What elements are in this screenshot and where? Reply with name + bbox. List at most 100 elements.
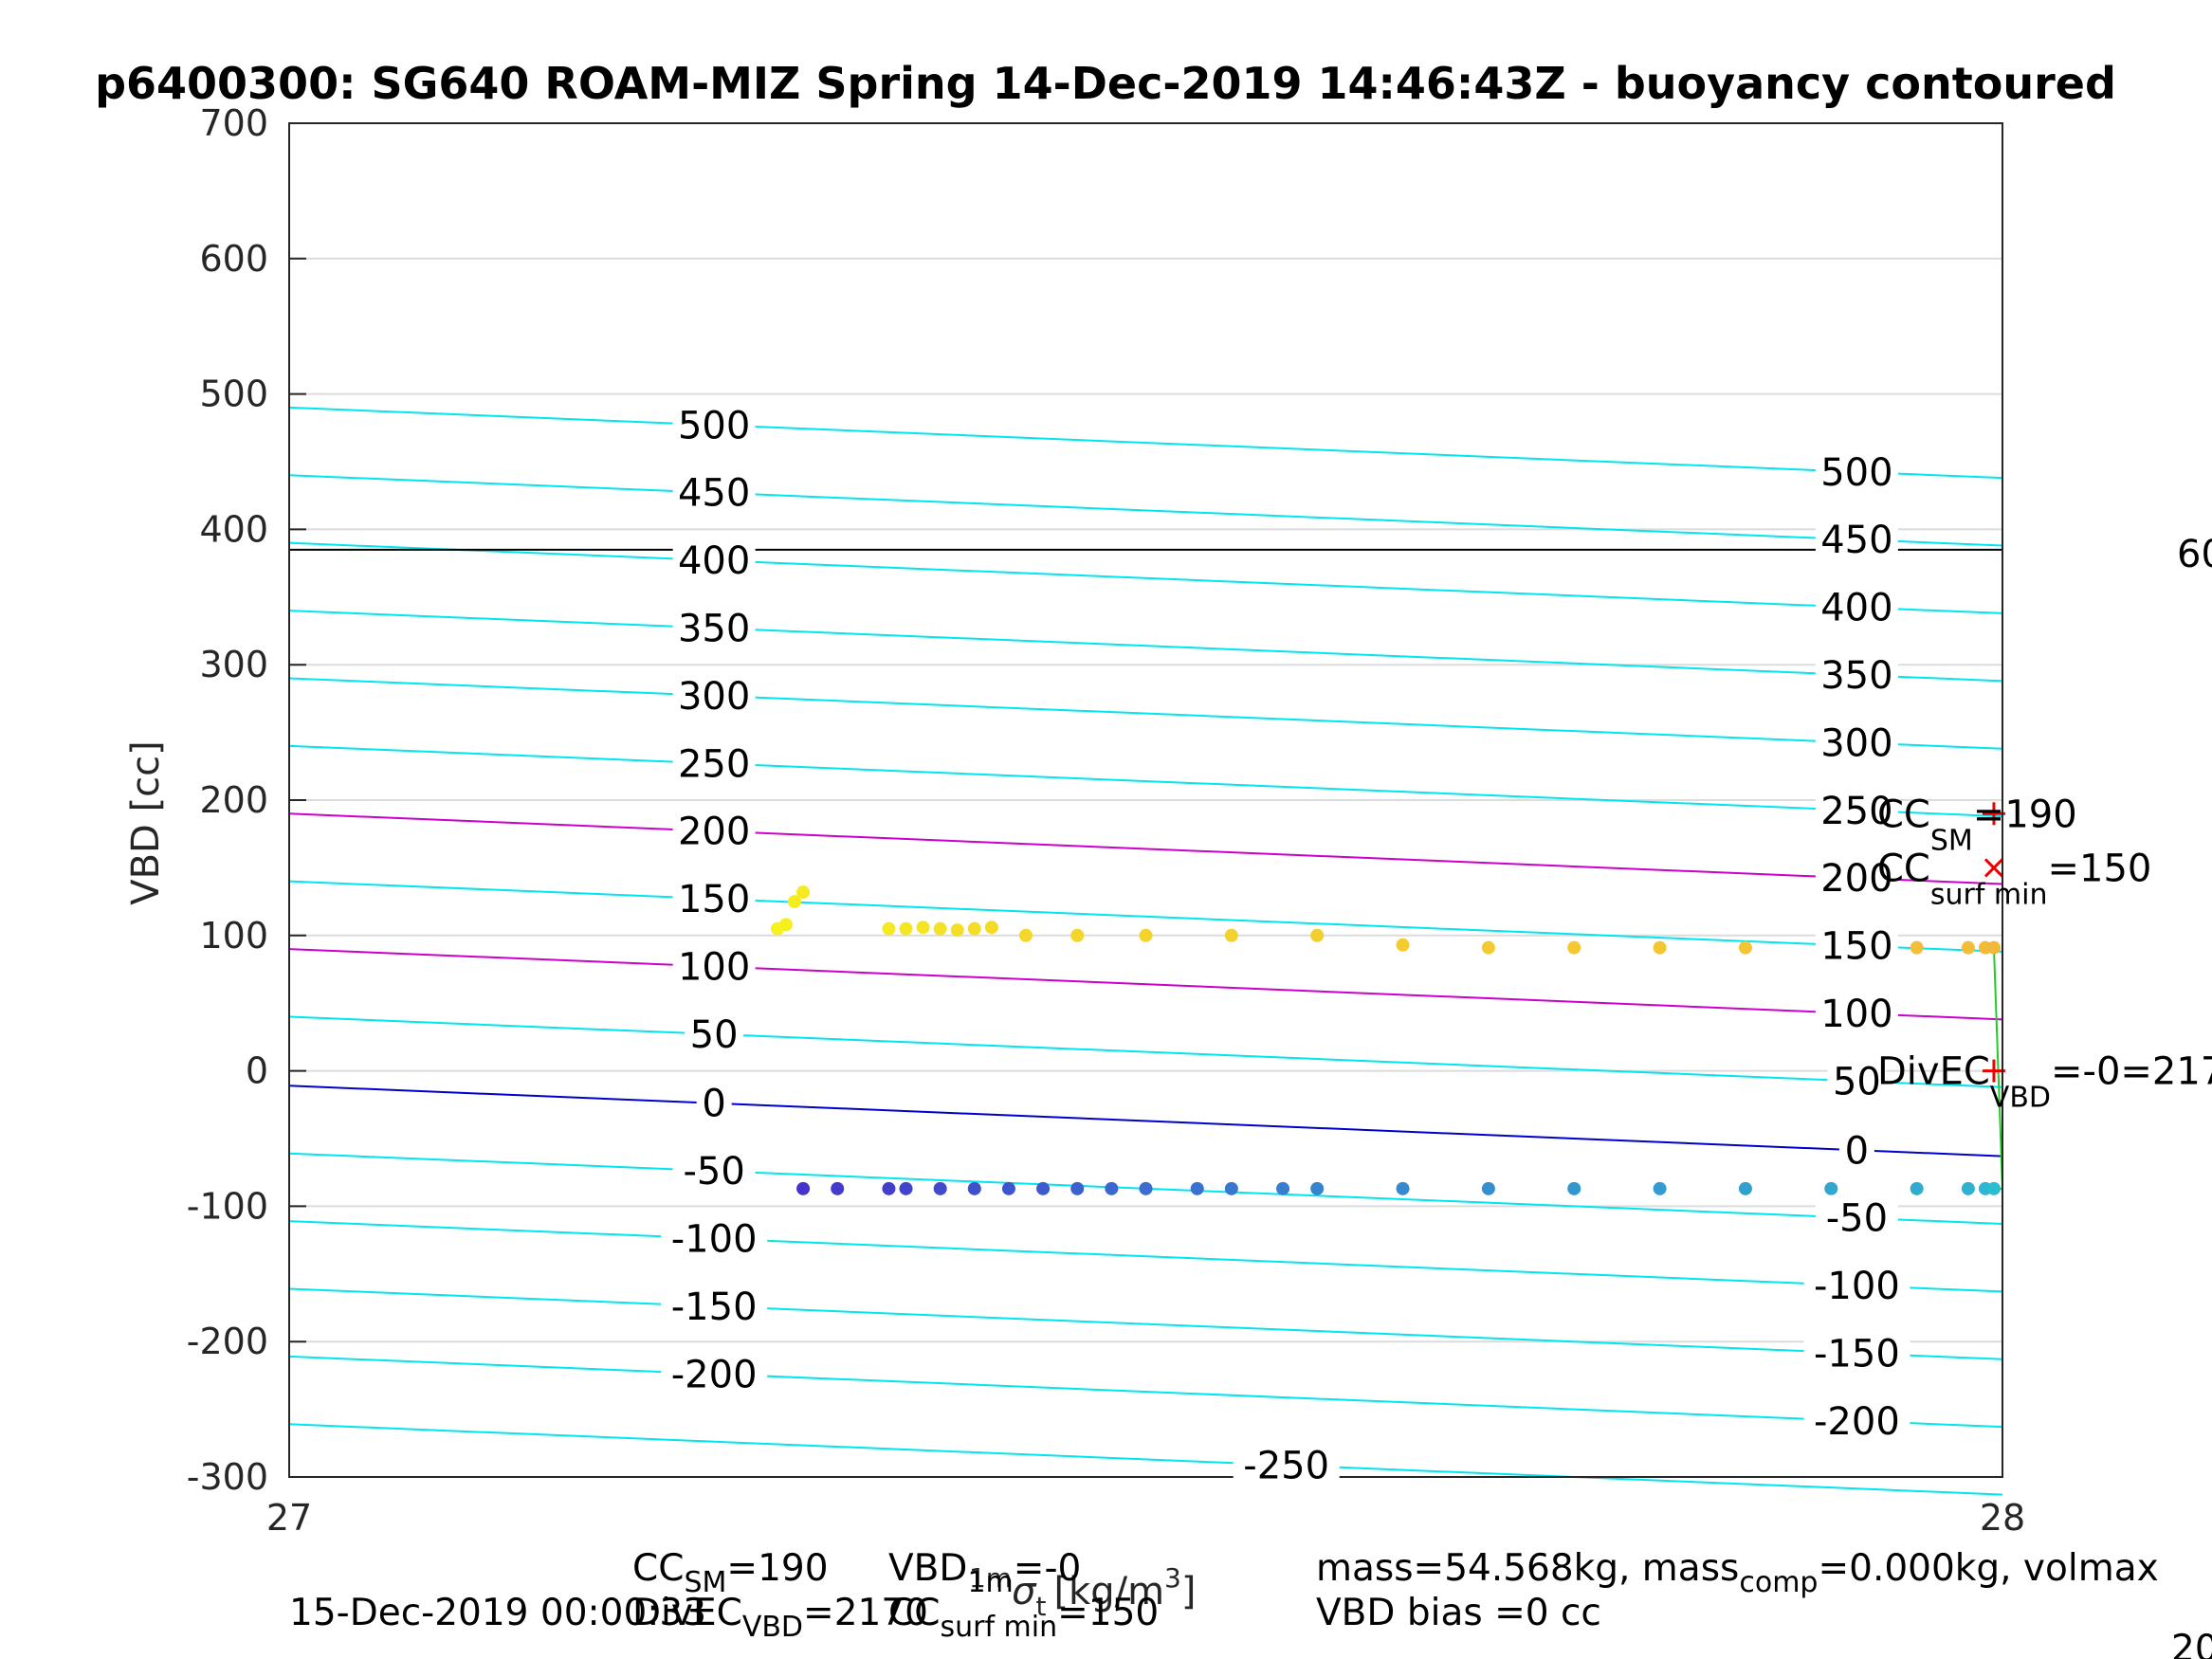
footer-cc-sm: CCSM=190 xyxy=(632,1547,829,1599)
data-point-series-2 xyxy=(1001,1181,1015,1195)
contour-label-bg xyxy=(1803,1397,1910,1442)
data-point-series-1 xyxy=(967,921,981,936)
data-point-series-2 xyxy=(1310,1181,1325,1195)
contour-label-bg xyxy=(672,538,756,582)
contour-label: -200 xyxy=(671,1353,758,1396)
data-point-series-2 xyxy=(882,1181,896,1195)
y-tick-label: 0 xyxy=(246,1050,268,1092)
contour-label-bg xyxy=(661,1283,768,1327)
markers xyxy=(1982,802,2005,1083)
contour-label-bg xyxy=(661,1215,768,1260)
footer-mass-rest: =0.000kg, volmax xyxy=(1818,1547,2158,1590)
data-point-series-1 xyxy=(882,921,896,936)
data-point-series-1 xyxy=(933,921,947,936)
contour-label-bg xyxy=(672,402,756,447)
contour-label: -100 xyxy=(1814,1265,1900,1308)
footer-divec-text: DivEC xyxy=(632,1592,742,1634)
contour-line xyxy=(288,1423,2003,1496)
annotation-text: DivEC xyxy=(1877,1050,1990,1094)
annotation-value: =190 xyxy=(1973,793,2077,836)
contour-line xyxy=(288,406,2003,480)
data-point-series-1 xyxy=(1986,940,2001,955)
footer-cc-surf-sub: surf min xyxy=(940,1611,1057,1644)
contour-label: -150 xyxy=(671,1285,758,1329)
footer-cc-surf-text: CC xyxy=(888,1592,940,1634)
data-point-series-2 xyxy=(1738,1181,1752,1195)
x-label-prefix-sup: 1m xyxy=(969,1562,1012,1594)
x-label-sub: t xyxy=(1035,1591,1046,1622)
data-point-series-1 xyxy=(1070,928,1085,942)
contour-label: 400 xyxy=(678,539,750,583)
contour-label-bg xyxy=(1803,1263,1910,1307)
contour-label: -100 xyxy=(671,1218,758,1262)
contour-label-bg xyxy=(672,469,756,514)
y-tick-label: 700 xyxy=(199,102,268,144)
data-point-series-1 xyxy=(1738,940,1752,955)
contour-label: 300 xyxy=(678,675,750,719)
contour-label-bg xyxy=(1815,991,1898,1035)
contour-label-bg xyxy=(1815,584,1898,629)
y-tick-label: 100 xyxy=(199,915,268,957)
annotation-2: CCsurf min=150 xyxy=(1877,847,2151,911)
data-point-series-2 xyxy=(899,1181,913,1195)
contour-label: 450 xyxy=(1820,519,1892,562)
y-tick-label: 200 xyxy=(199,779,268,821)
footer-vbd-text: VBD xyxy=(888,1547,967,1590)
footer-mass-sub: comp xyxy=(1739,1566,1818,1599)
contour-label-bg xyxy=(672,943,756,988)
y-tick-label: 300 xyxy=(199,644,268,685)
contour-line xyxy=(288,541,2003,614)
footer-divec-value: =2170 xyxy=(803,1592,928,1634)
data-point-series-2 xyxy=(1276,1181,1290,1195)
contour-label-bg xyxy=(1803,1330,1910,1375)
annotation-1: CCSM=190 xyxy=(1877,793,2077,857)
data-point-series-1 xyxy=(950,923,964,938)
data-point-series-2 xyxy=(1070,1181,1085,1195)
contour-label: 0 xyxy=(702,1083,725,1126)
marker-stroke xyxy=(1983,858,2004,878)
data-point-series-2 xyxy=(796,1181,811,1195)
footer-cc-sm-sub: SM xyxy=(684,1566,726,1599)
x-tick-label: 27 xyxy=(266,1497,312,1539)
data-point-series-2 xyxy=(1105,1181,1119,1195)
annotation-sub: VBD xyxy=(1990,1082,2051,1115)
footer-cc-sm-value: =190 xyxy=(726,1547,828,1590)
contour-label: 100 xyxy=(1820,993,1892,1036)
data-point-series-1 xyxy=(1224,928,1238,942)
contour-label-bg xyxy=(661,1351,768,1395)
data-point-series-1 xyxy=(916,921,930,935)
data-point-series-2 xyxy=(1910,1181,1924,1195)
annotation-value: =150 xyxy=(2048,847,2152,890)
contour-line xyxy=(288,880,2003,953)
annotation-text: CC xyxy=(1877,793,1930,836)
contour-line xyxy=(288,948,2003,1021)
footer-cc-surf: CCsurf min=150 xyxy=(888,1592,1159,1644)
buoyancy-contours xyxy=(288,406,2003,1496)
footer-date: 15-Dec-2019 00:00:33 xyxy=(289,1592,706,1634)
footer-mass: mass=54.568kg, masscomp=0.000kg, volmax xyxy=(1316,1547,2159,1599)
contour-label: 350 xyxy=(1820,654,1892,698)
data-point-series-2 xyxy=(1036,1181,1051,1195)
annotation-value: =-0=2170 xyxy=(2051,1050,2212,1094)
data-point-series-2 xyxy=(967,1181,981,1195)
x-label-unit-sup: 3 xyxy=(1164,1562,1181,1594)
contour-label: -50 xyxy=(683,1150,744,1194)
data-point-series-1 xyxy=(1310,928,1325,942)
data-point-series-1 xyxy=(1567,940,1581,955)
contour-line xyxy=(288,1085,2003,1158)
contour-line xyxy=(288,610,2003,683)
contour-label: 200 xyxy=(678,811,750,854)
plus-marker xyxy=(1982,802,2005,826)
contour-label-bg xyxy=(672,672,756,717)
contour-label: 500 xyxy=(1820,451,1892,495)
contour-line xyxy=(288,1015,2003,1088)
footer-cc-surf-value: =150 xyxy=(1057,1592,1159,1634)
y-tick-label: 600 xyxy=(199,238,268,280)
data-point-series-1 xyxy=(1481,940,1495,955)
data-point-series-1 xyxy=(1910,940,1924,955)
contour-line xyxy=(288,1220,2003,1293)
contour-label-bg xyxy=(1838,1127,1874,1172)
data-point-series-1 xyxy=(788,895,802,909)
contour-label: -50 xyxy=(1826,1197,1888,1241)
